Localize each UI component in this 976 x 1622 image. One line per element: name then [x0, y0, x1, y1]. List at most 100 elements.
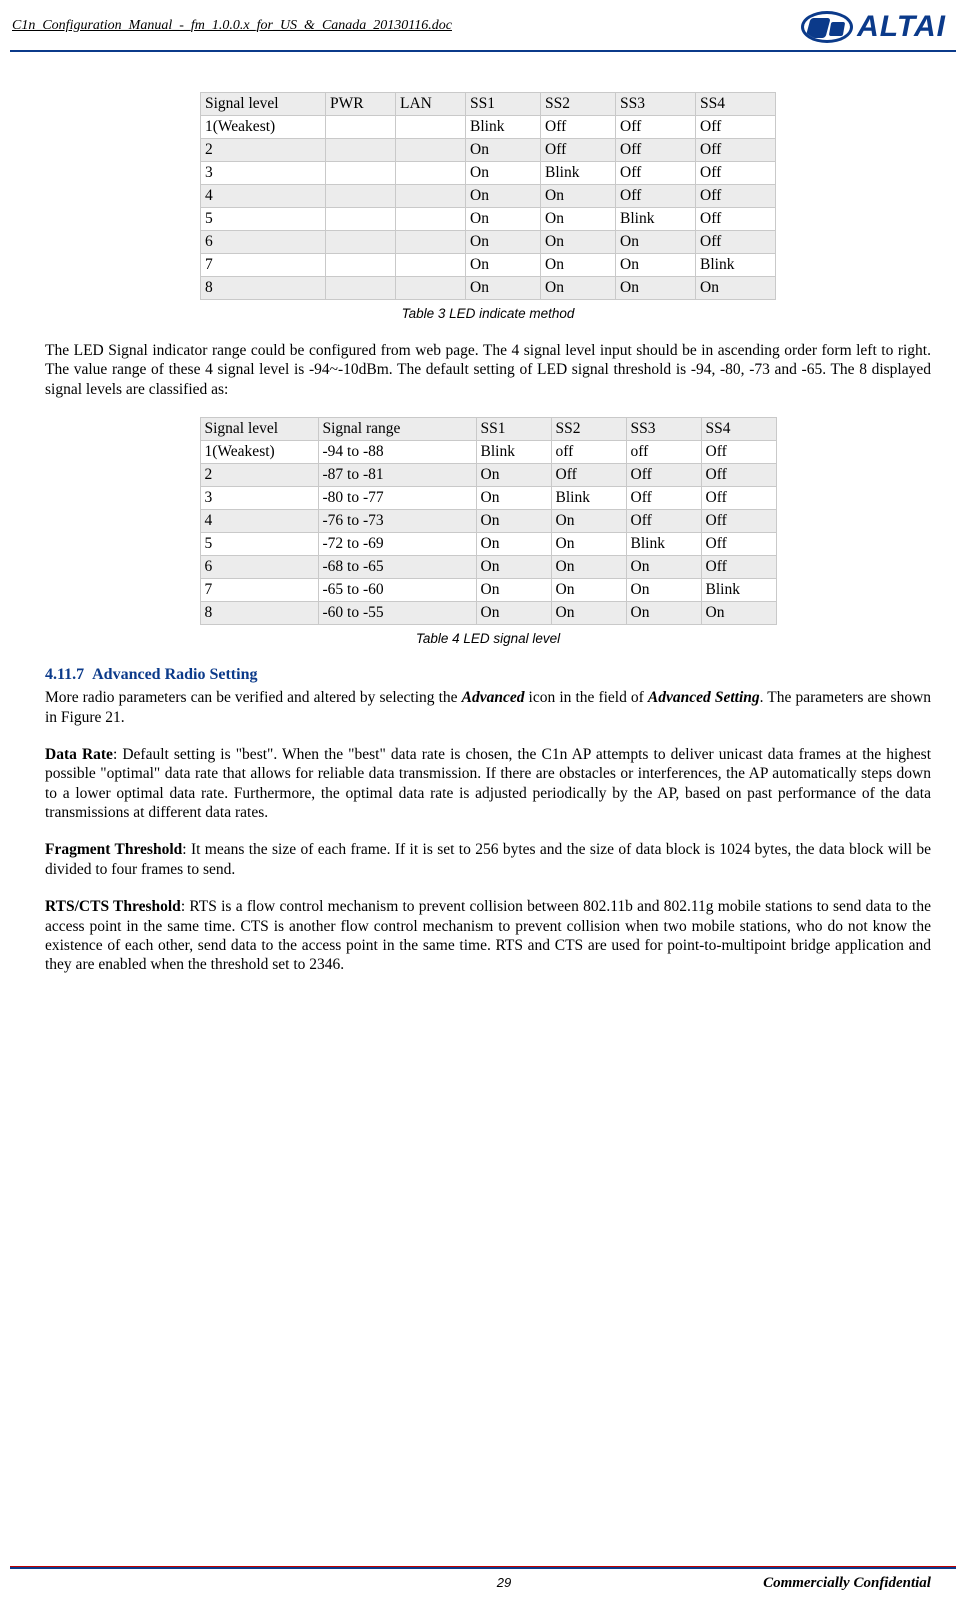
- table-header-cell: SS4: [701, 418, 776, 441]
- logo: ALTAI: [801, 10, 946, 44]
- table-cell: Blink: [466, 116, 541, 139]
- table-cell: On: [476, 464, 551, 487]
- table-cell: Blink: [626, 533, 701, 556]
- table-cell: 3: [201, 162, 326, 185]
- table-row: 5-72 to -69OnOnBlinkOff: [200, 533, 776, 556]
- table-header-cell: SS2: [541, 93, 616, 116]
- table-cell: On: [541, 185, 616, 208]
- table-cell: Off: [696, 116, 776, 139]
- table-cell: 2: [200, 464, 318, 487]
- table-row: 8OnOnOnOn: [201, 277, 776, 300]
- table-cell: On: [626, 579, 701, 602]
- fragment-threshold-label: Fragment Threshold: [45, 841, 182, 858]
- table-cell: On: [616, 277, 696, 300]
- table-cell: [396, 162, 466, 185]
- table-cell: 5: [201, 208, 326, 231]
- table-cell: On: [701, 602, 776, 625]
- table-cell: Blink: [701, 579, 776, 602]
- table-cell: 1(Weakest): [200, 441, 318, 464]
- table-cell: off: [551, 441, 626, 464]
- table-cell: 5: [200, 533, 318, 556]
- table-row: 3-80 to -77OnBlinkOffOff: [200, 487, 776, 510]
- table-cell: -68 to -65: [318, 556, 476, 579]
- table-row: 5OnOnBlinkOff: [201, 208, 776, 231]
- table-cell: [396, 185, 466, 208]
- table-cell: On: [616, 254, 696, 277]
- table-cell: On: [551, 579, 626, 602]
- table-cell: -72 to -69: [318, 533, 476, 556]
- table-cell: 1(Weakest): [201, 116, 326, 139]
- page-header: C1n_Configuration_Manual_-_fm_1.0.0.x_fo…: [0, 0, 976, 44]
- table-row: 1(Weakest)BlinkOffOffOff: [201, 116, 776, 139]
- table-cell: 8: [201, 277, 326, 300]
- table-header-cell: PWR: [326, 93, 396, 116]
- table-cell: On: [626, 602, 701, 625]
- doc-title: C1n_Configuration_Manual_-_fm_1.0.0.x_fo…: [12, 10, 452, 34]
- table-cell: [326, 231, 396, 254]
- table-cell: 2: [201, 139, 326, 162]
- table-cell: 3: [200, 487, 318, 510]
- table4-caption: Table 4 LED signal level: [45, 631, 931, 646]
- table-cell: On: [551, 533, 626, 556]
- paragraph-rtscts-threshold: RTS/CTS Threshold: RTS is a flow control…: [45, 897, 931, 975]
- table-cell: 6: [201, 231, 326, 254]
- table-cell: Off: [551, 464, 626, 487]
- table-row: 7-65 to -60OnOnOnBlink: [200, 579, 776, 602]
- table-header-cell: Signal range: [318, 418, 476, 441]
- table-cell: Off: [626, 464, 701, 487]
- text: icon in the field of: [524, 689, 647, 706]
- table-cell: On: [476, 556, 551, 579]
- table3-caption: Table 3 LED indicate method: [45, 306, 931, 321]
- table-row: 8-60 to -55OnOnOnOn: [200, 602, 776, 625]
- table-cell: [396, 231, 466, 254]
- table-cell: Off: [541, 139, 616, 162]
- table-cell: 4: [201, 185, 326, 208]
- table-cell: Off: [696, 231, 776, 254]
- table-cell: On: [476, 579, 551, 602]
- table-header-cell: SS1: [476, 418, 551, 441]
- table-row: 6-68 to -65OnOnOnOff: [200, 556, 776, 579]
- table-cell: On: [466, 139, 541, 162]
- table-cell: On: [466, 277, 541, 300]
- table-row: 2-87 to -81OnOffOffOff: [200, 464, 776, 487]
- table-cell: 6: [200, 556, 318, 579]
- table-cell: On: [551, 510, 626, 533]
- table-cell: On: [616, 231, 696, 254]
- table-cell: On: [541, 254, 616, 277]
- table-cell: [396, 254, 466, 277]
- table-header-cell: SS2: [551, 418, 626, 441]
- table-cell: On: [476, 510, 551, 533]
- table-row: 4-76 to -73OnOnOffOff: [200, 510, 776, 533]
- table-led-indicate: Signal levelPWRLANSS1SS2SS3SS41(Weakest)…: [200, 92, 776, 300]
- page-number: 29: [497, 1575, 511, 1592]
- footer-divider: [10, 1566, 956, 1569]
- table-cell: [326, 162, 396, 185]
- text: More radio parameters can be verified an…: [45, 689, 462, 706]
- table-header-cell: Signal level: [200, 418, 318, 441]
- table-cell: Off: [541, 116, 616, 139]
- table-cell: Off: [701, 510, 776, 533]
- table-row: 2OnOffOffOff: [201, 139, 776, 162]
- table-row: 3OnBlinkOffOff: [201, 162, 776, 185]
- table-cell: 8: [200, 602, 318, 625]
- table-cell: [396, 208, 466, 231]
- section-title: Advanced Radio Setting: [92, 666, 257, 683]
- table-cell: On: [696, 277, 776, 300]
- table-cell: Off: [696, 185, 776, 208]
- logo-text: ALTAI: [857, 10, 946, 44]
- table-cell: On: [551, 602, 626, 625]
- table-cell: -76 to -73: [318, 510, 476, 533]
- page-footer: 29 Commercially Confidential: [0, 1566, 976, 1592]
- table-cell: 4: [200, 510, 318, 533]
- table-cell: [326, 254, 396, 277]
- table-row: 7OnOnOnBlink: [201, 254, 776, 277]
- table-header-cell: SS4: [696, 93, 776, 116]
- table-cell: [326, 139, 396, 162]
- table-row: 6OnOnOnOff: [201, 231, 776, 254]
- table-cell: Off: [701, 464, 776, 487]
- table-cell: [326, 185, 396, 208]
- data-rate-label: Data Rate: [45, 746, 113, 763]
- table-cell: Off: [696, 162, 776, 185]
- table-cell: Blink: [541, 162, 616, 185]
- table-cell: off: [626, 441, 701, 464]
